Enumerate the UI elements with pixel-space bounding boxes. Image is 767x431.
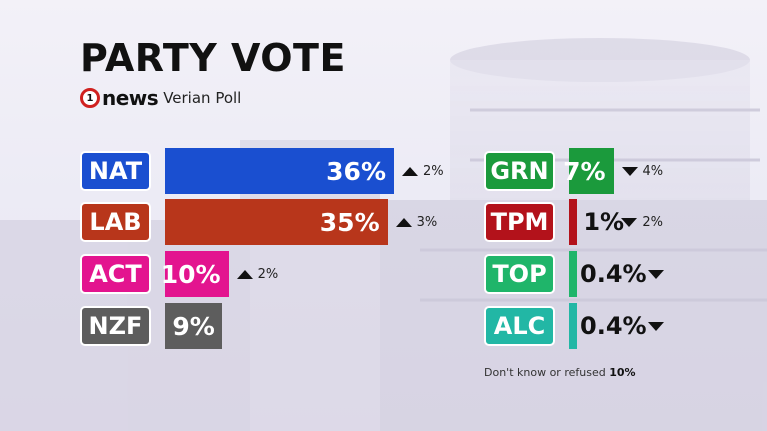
party-row-lab: LAB 35% 3% [80,199,460,245]
party-row-tpm: TPM 1% 2% [484,199,767,245]
party-label: LAB [80,202,151,242]
arrow-up-icon [395,217,412,227]
arrow-down-icon [621,217,638,227]
footnote-value: 10% [609,366,636,379]
one-news-logo-icon: 1 [80,88,100,108]
change-indicator: 4% [621,148,664,194]
arrow-up-icon [402,166,418,176]
party-label: NAT [80,151,151,191]
bar: 36% [165,148,394,194]
footnote: Don't know or refused 10% [484,366,636,379]
change-indicator: 2% [621,199,663,245]
party-row-nat: NAT 36% 2% [80,148,460,194]
arrow-down-icon [648,321,664,331]
change-indicator: 2% [402,148,444,194]
bar: 9% [165,303,223,349]
arrow-down-icon [621,166,638,176]
bar [569,251,577,297]
value-label: 36% [326,156,386,186]
party-row-grn: GRN 7% 4% [484,148,767,194]
change-value: 2% [642,214,663,230]
party-label: ACT [80,254,151,294]
brand-news-text: news [102,86,159,110]
value-label: 10% [160,259,221,289]
value-label: 0.4% [580,260,647,288]
poll-name: Verian Poll [163,89,242,107]
footnote-text: Don't know or refused [484,366,606,379]
bar [569,303,577,349]
party-row-act: ACT 10% 2% [80,251,460,297]
bar: 35% [165,199,388,245]
bar: 7% [563,148,614,194]
party-row-nzf: NZF 9% [80,303,460,349]
party-label: GRN [484,151,555,191]
chart-title: PARTY VOTE [80,36,346,80]
value-label: 9% [172,311,215,341]
bar [569,199,577,245]
value-label: 35% [319,207,380,237]
party-row-top: TOP 0.4% [484,251,767,297]
value-label: 1% [583,208,625,236]
change-indicator: 2% [236,251,279,297]
arrow-down-icon [648,269,664,279]
party-label: ALC [484,306,555,346]
value-label: 0.4% [580,312,647,340]
change-value: 4% [642,163,664,179]
party-label: TPM [484,202,555,242]
party-row-alc: ALC 0.4% [484,303,767,349]
change-value: 2% [423,163,444,179]
party-label: NZF [80,306,151,346]
change-indicator: 3% [395,199,438,245]
value-label: 7% [563,156,606,186]
change-value: 3% [416,214,438,230]
bar: 10% [161,251,229,297]
brand-logo: 1 news Verian Poll [80,86,241,110]
change-indicator [648,251,669,297]
change-indicator [648,303,669,349]
arrow-up-icon [236,269,253,279]
party-label: TOP [484,254,555,294]
change-value: 2% [257,266,279,282]
